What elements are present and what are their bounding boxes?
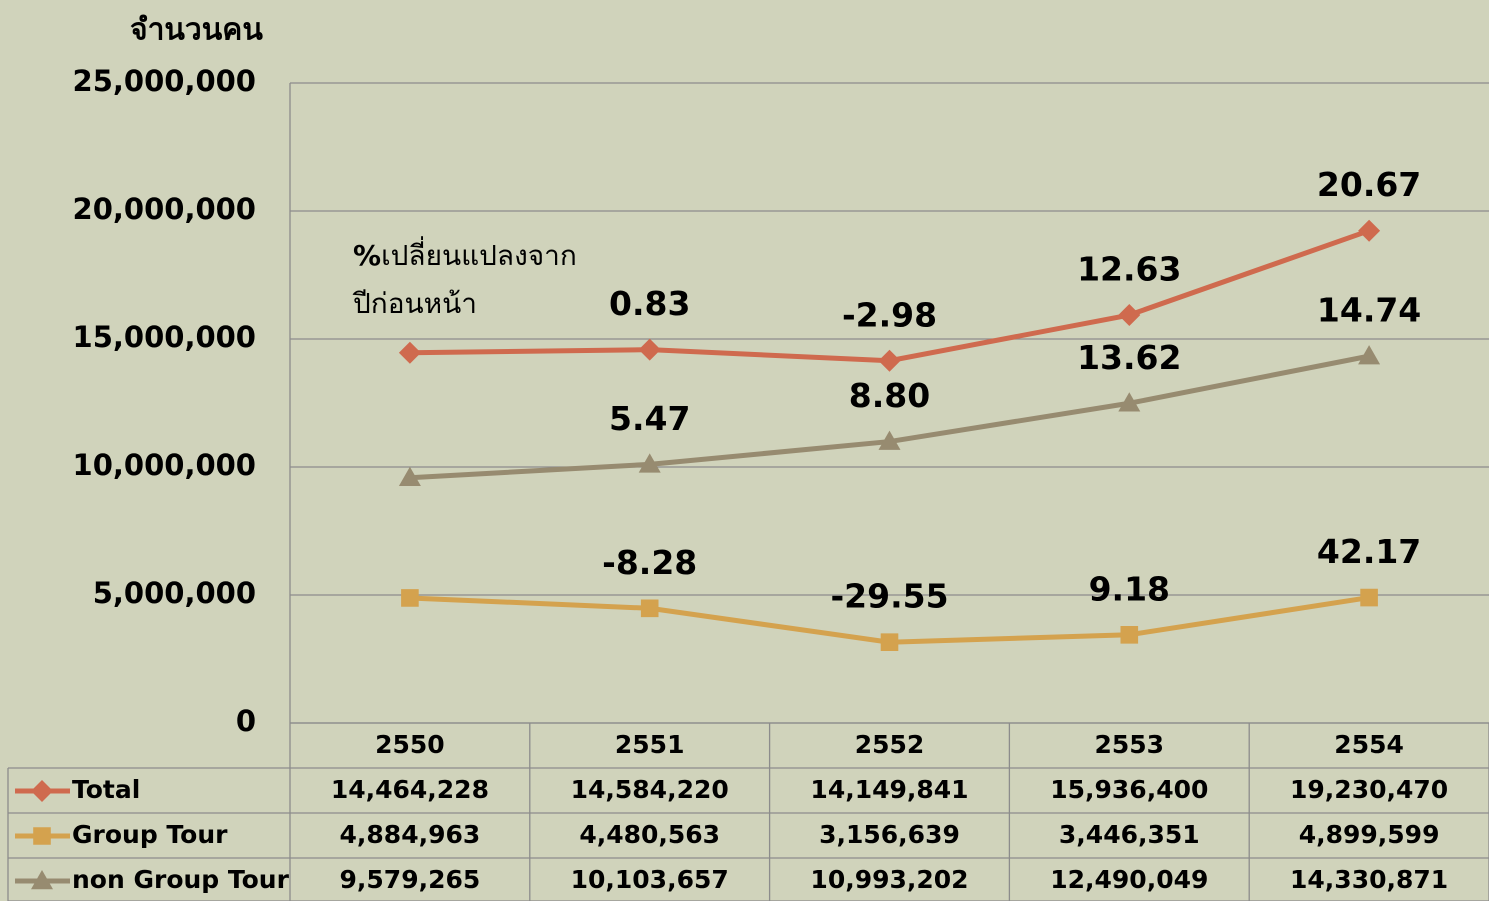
marker xyxy=(1358,219,1381,242)
table-cell: 19,230,470 xyxy=(1290,775,1448,804)
annotation-line: เปลี่ยนแปลงจาก xyxy=(381,236,577,272)
legend-label: non Group Tour xyxy=(72,865,290,894)
marker xyxy=(1118,392,1141,412)
annotation: %เปลี่ยนแปลงจาก xyxy=(353,236,577,272)
data-label: -2.98 xyxy=(842,295,937,334)
table-cell: 3,446,351 xyxy=(1059,820,1200,849)
data-label: -29.55 xyxy=(830,577,948,616)
y-axis-title: จำนวนคน xyxy=(130,13,263,48)
table-cell: 4,884,963 xyxy=(340,820,481,849)
data-label: -8.28 xyxy=(602,543,697,582)
marker xyxy=(401,589,419,607)
data-label: 12.63 xyxy=(1077,250,1181,289)
table-cell: 14,584,220 xyxy=(571,775,729,804)
data-label: 13.62 xyxy=(1077,338,1181,377)
x-tick-label: 2554 xyxy=(1334,730,1404,759)
x-tick-label: 2550 xyxy=(375,730,445,759)
data-label: 9.18 xyxy=(1089,569,1170,608)
legend-marker xyxy=(33,827,51,845)
table-cell: 10,103,657 xyxy=(571,865,729,894)
table-cell: 4,899,599 xyxy=(1299,820,1440,849)
y-tick-label: 10,000,000 xyxy=(73,448,256,482)
data-label: 20.67 xyxy=(1317,165,1421,204)
x-tick-label: 2552 xyxy=(855,730,925,759)
x-tick-label: 2553 xyxy=(1095,730,1165,759)
annotation-line: ปีก่อนหน้า xyxy=(352,287,477,320)
marker xyxy=(878,430,901,450)
table-cell: 14,149,841 xyxy=(810,775,968,804)
legend-label: Group Tour xyxy=(72,820,228,849)
marker xyxy=(638,338,661,361)
y-tick-label: 25,000,000 xyxy=(73,64,256,98)
marker xyxy=(640,599,659,618)
data-label: 5.47 xyxy=(609,399,690,438)
table-cell: 3,156,639 xyxy=(819,820,960,849)
table-cell: 14,330,871 xyxy=(1290,865,1448,894)
marker xyxy=(1120,625,1139,644)
table-cell: 4,480,563 xyxy=(579,820,720,849)
table-cell: 10,993,202 xyxy=(810,865,968,894)
marker xyxy=(1358,345,1381,365)
marker xyxy=(1360,588,1378,607)
y-tick-label: 15,000,000 xyxy=(73,320,256,354)
marker xyxy=(398,466,421,487)
table-cell: 14,464,228 xyxy=(331,775,489,804)
marker xyxy=(638,453,661,473)
data-label: 42.17 xyxy=(1317,532,1421,571)
table-cell: 15,936,400 xyxy=(1050,775,1208,804)
data-label: 8.80 xyxy=(849,376,930,415)
legend-label: Total xyxy=(72,775,140,804)
annotation-prefix: % xyxy=(353,239,381,272)
legend-marker xyxy=(31,780,53,802)
legend-marker xyxy=(31,870,53,890)
y-tick-label: 0 xyxy=(236,704,256,738)
table-cell: 9,579,265 xyxy=(340,865,481,894)
y-tick-label: 5,000,000 xyxy=(93,576,256,610)
marker xyxy=(1118,304,1141,327)
y-tick-label: 20,000,000 xyxy=(73,192,256,226)
marker xyxy=(880,633,899,651)
marker xyxy=(398,341,421,364)
table-cell: 12,490,049 xyxy=(1050,865,1208,894)
x-tick-label: 2551 xyxy=(615,730,685,759)
data-label: 14.74 xyxy=(1317,291,1421,330)
data-label: 0.83 xyxy=(609,284,690,323)
marker xyxy=(878,349,901,372)
